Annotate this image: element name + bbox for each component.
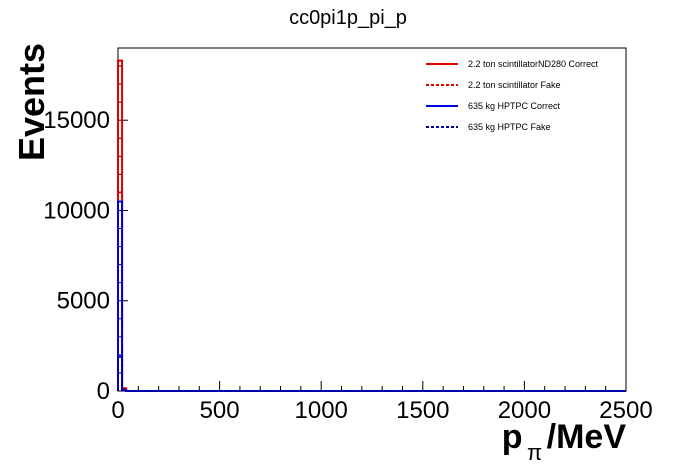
- y-axis-label: Events: [11, 43, 52, 161]
- legend-label-4: 635 kg HPTPC Fake: [468, 122, 551, 132]
- x-tick-label: 0: [111, 397, 124, 424]
- x-tick-label: 2500: [599, 397, 652, 424]
- legend-label-1: 2.2 ton scintillatorND280 Correct: [468, 59, 599, 69]
- x-tick-label: 1000: [295, 397, 348, 424]
- y-tick-label: 10000: [43, 197, 110, 224]
- legend: 2.2 ton scintillatorND280 Correct 2.2 ton…: [426, 59, 599, 132]
- x-tick-label: 1500: [396, 397, 449, 424]
- x-axis-label-unit: /MeV: [547, 418, 627, 456]
- y-tick-label: 5000: [57, 288, 110, 315]
- plot-frame: [117, 47, 627, 392]
- series-line-2: [117, 191, 626, 392]
- series-line-3: [117, 200, 626, 392]
- chart-title: cc0pi1p_pi_p: [289, 7, 407, 29]
- y-tick-label: 15000: [43, 107, 110, 134]
- x-axis-ticks: 0 500 1000 1500 2000 2500: [111, 381, 653, 424]
- y-axis-ticks: 0 5000 10000 15000: [43, 47, 128, 405]
- y-tick-label: 0: [97, 378, 110, 405]
- series-layer: [117, 59, 626, 392]
- x-axis-label-main: p: [502, 418, 523, 456]
- x-axis-label: p π /MeV: [502, 418, 627, 465]
- x-tick-label: 500: [200, 397, 240, 424]
- x-axis-label-sub: π: [527, 440, 542, 465]
- x-tick-label: 2000: [498, 397, 551, 424]
- series-line-4: [117, 355, 626, 392]
- legend-label-3: 635 kg HPTPC Correct: [468, 101, 561, 111]
- legend-label-2: 2.2 ton scintillator Fake: [468, 80, 561, 90]
